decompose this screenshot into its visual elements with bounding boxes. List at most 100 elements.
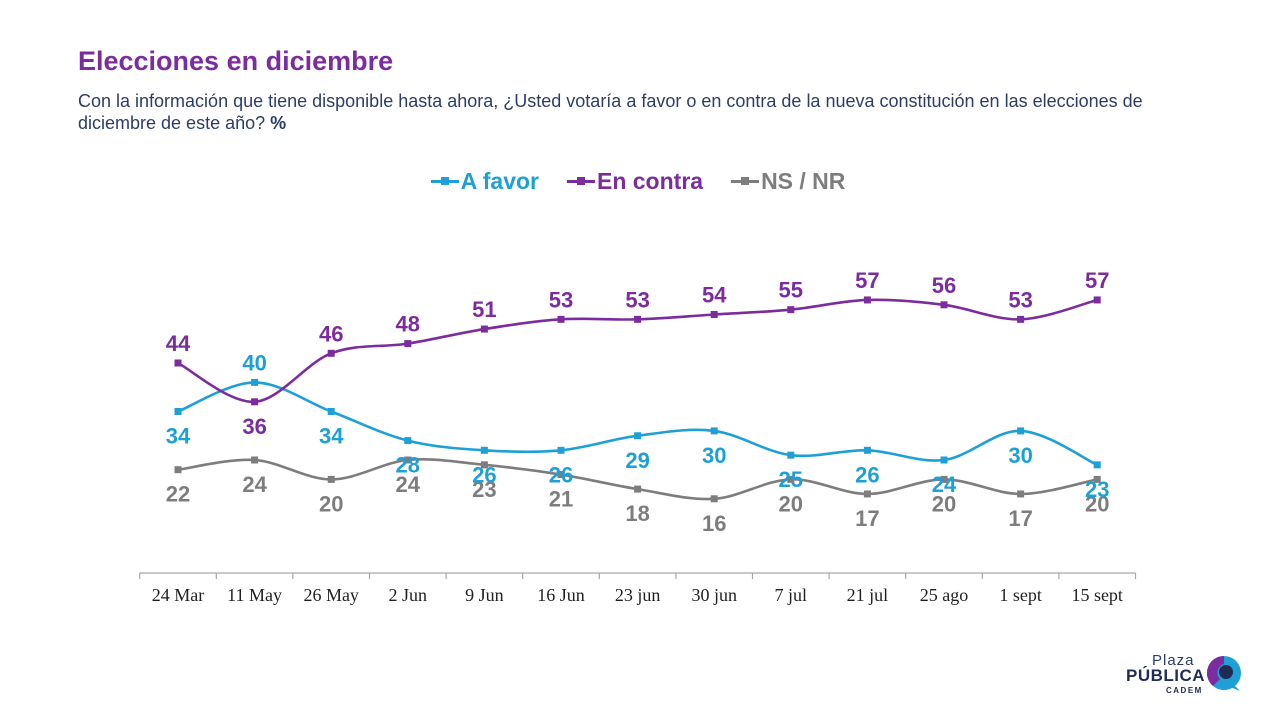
data-point-en-contra	[174, 359, 182, 367]
legend-item-ns-nr: NS / NR	[731, 168, 845, 195]
x-tick-label: 24 Mar	[152, 585, 205, 605]
data-label-en-contra: 36	[242, 414, 266, 439]
data-point-a-favor	[787, 451, 795, 459]
legend-label-en-contra: En contra	[596, 168, 704, 194]
data-point-ns-nr	[174, 466, 182, 474]
data-point-ns-nr	[1017, 490, 1025, 498]
subtitle-unit: %	[270, 113, 287, 133]
chart-subtitle: Con la información que tiene disponible …	[78, 90, 1158, 134]
x-tick-label: 30 jun	[691, 585, 737, 605]
data-label-a-favor: 24	[932, 472, 957, 497]
x-tick-label: 11 May	[227, 585, 282, 605]
x-tick-label: 25 ago	[920, 585, 969, 605]
data-label-a-favor: 28	[396, 453, 420, 478]
data-label-en-contra: 54	[702, 283, 727, 308]
x-tick-label: 1 sept	[999, 585, 1042, 605]
data-label-a-favor: 30	[1008, 443, 1032, 468]
legend-label-a-favor: A favor	[460, 168, 539, 194]
logo-plaza-text: Plaza	[1152, 652, 1195, 669]
data-point-en-contra	[634, 315, 642, 323]
data-label-ns-nr: 24	[396, 472, 421, 497]
data-label-ns-nr: 17	[855, 506, 879, 531]
data-point-a-favor	[710, 427, 718, 435]
chart-legend: A favor En contra NS / NR	[0, 168, 1276, 195]
data-label-ns-nr: 18	[625, 501, 649, 526]
data-label-ns-nr: 20	[319, 491, 343, 516]
subtitle-text: Con la información que tiene disponible …	[78, 91, 1143, 133]
data-label-a-favor: 30	[702, 443, 726, 468]
data-label-a-favor: 26	[472, 462, 496, 487]
data-point-ns-nr	[710, 495, 718, 503]
data-label-a-favor: 29	[625, 448, 649, 473]
data-label-ns-nr: 17	[1008, 506, 1032, 531]
data-point-a-favor	[557, 446, 565, 454]
data-label-en-contra: 53	[625, 287, 649, 312]
data-label-ns-nr: 21	[549, 487, 573, 512]
data-point-a-favor	[863, 446, 871, 454]
data-point-en-contra	[251, 398, 259, 406]
data-point-en-contra	[863, 296, 871, 304]
plaza-publica-cadem-logo: Plaza PÚBLICA CADEM	[1124, 652, 1244, 698]
chart-title: Elecciones en diciembre	[78, 46, 394, 76]
data-label-ns-nr: 22	[166, 482, 190, 507]
data-point-a-favor	[1017, 427, 1025, 435]
data-point-en-contra	[557, 315, 565, 323]
data-point-a-favor	[1093, 461, 1101, 469]
logo-swirl-icon	[1206, 655, 1241, 691]
series-line-en-contra	[177, 298, 1098, 404]
data-label-a-favor: 26	[549, 462, 573, 487]
data-point-ns-nr	[327, 475, 335, 483]
data-label-ns-nr: 20	[932, 491, 956, 516]
x-tick-label: 26 May	[303, 585, 359, 605]
data-point-a-favor	[251, 378, 259, 386]
x-tick-label: 15 sept	[1071, 585, 1123, 605]
data-label-en-contra: 53	[549, 287, 573, 312]
data-point-en-contra	[940, 301, 948, 309]
data-label-a-favor: 34	[319, 424, 344, 449]
data-label-ns-nr: 23	[472, 477, 496, 502]
data-point-ns-nr	[251, 456, 259, 464]
data-point-en-contra	[327, 349, 335, 357]
data-point-a-favor	[480, 446, 488, 454]
data-label-a-favor: 23	[1085, 477, 1109, 502]
data-label-ns-nr: 24	[242, 472, 267, 497]
data-point-en-contra	[710, 311, 718, 318]
data-point-ns-nr	[404, 456, 412, 464]
data-point-ns-nr	[480, 461, 488, 469]
data-label-ns-nr: 20	[779, 491, 803, 516]
legend-swatch-en-contra	[566, 177, 595, 185]
data-point-ns-nr	[1093, 475, 1101, 483]
logo-cadem-text: CADEM	[1166, 686, 1203, 695]
data-label-en-contra: 57	[855, 268, 879, 293]
data-label-en-contra: 53	[1008, 287, 1032, 312]
x-tick-label: 21 jul	[847, 585, 889, 605]
legend-swatch-ns-nr	[731, 177, 760, 185]
legend-label-ns-nr: NS / NR	[761, 168, 846, 194]
legend-item-en-contra: En contra	[566, 168, 704, 195]
data-point-a-favor	[404, 437, 412, 445]
data-point-en-contra	[1017, 315, 1025, 323]
data-label-a-favor: 26	[855, 462, 879, 487]
data-point-ns-nr	[863, 490, 871, 498]
data-label-en-contra: 46	[319, 321, 343, 346]
data-label-en-contra: 57	[1085, 268, 1109, 293]
data-point-a-favor	[327, 408, 335, 415]
data-label-en-contra: 56	[932, 273, 956, 298]
data-label-en-contra: 51	[472, 297, 496, 322]
x-tick-label: 9 Jun	[465, 585, 504, 605]
data-label-a-favor: 34	[166, 424, 191, 449]
x-tick-label: 23 jun	[615, 585, 661, 605]
data-point-en-contra	[480, 325, 488, 333]
legend-swatch-a-favor	[430, 177, 459, 185]
data-point-en-contra	[1093, 296, 1101, 304]
data-label-a-favor: 25	[779, 467, 803, 492]
logo-publica-text: PÚBLICA	[1126, 666, 1206, 685]
data-point-a-favor	[634, 432, 642, 440]
x-tick-label: 16 Jun	[537, 585, 585, 605]
x-tick-label: 2 Jun	[389, 585, 428, 605]
data-label-en-contra: 44	[166, 331, 191, 356]
data-label-a-favor: 40	[242, 350, 266, 375]
data-point-a-favor	[940, 456, 948, 464]
data-label-en-contra: 55	[779, 278, 803, 303]
